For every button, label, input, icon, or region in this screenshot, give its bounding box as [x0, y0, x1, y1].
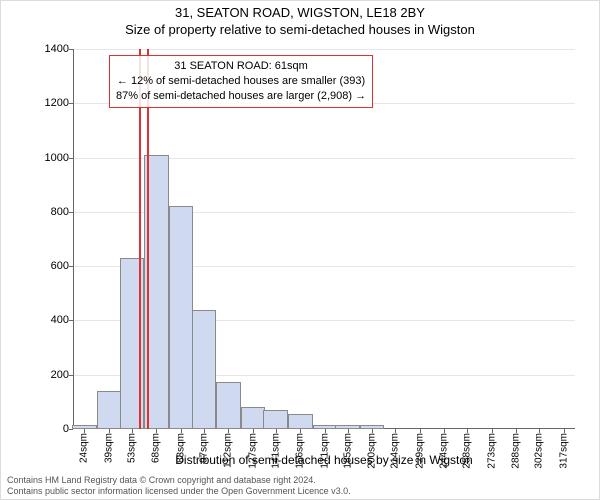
annotation-line1: 31 SEATON ROAD: 61sqm	[116, 59, 366, 74]
histogram-bar	[288, 414, 313, 429]
ytick-label: 1200	[29, 97, 69, 109]
ytick-label: 1400	[29, 43, 69, 55]
footer-attribution: Contains HM Land Registry data © Crown c…	[7, 475, 351, 498]
annotation-line3: 87% of semi-detached houses are larger (…	[116, 89, 366, 104]
y-axis-line	[73, 49, 74, 429]
histogram-bar	[192, 310, 217, 429]
ytick-label: 600	[29, 260, 69, 272]
chart-container: 31, SEATON ROAD, WIGSTON, LE18 2BY Size …	[0, 0, 600, 500]
x-axis-label: Distribution of semi-detached houses by …	[73, 453, 575, 467]
footer-line2: Contains public sector information licen…	[7, 486, 351, 497]
histogram-bar	[241, 407, 266, 429]
address-title: 31, SEATON ROAD, WIGSTON, LE18 2BY	[1, 5, 599, 20]
annotation-box: 31 SEATON ROAD: 61sqm← 12% of semi-detac…	[109, 55, 373, 108]
plot-area: 24sqm39sqm53sqm68sqm83sqm97sqm112sqm127s…	[73, 49, 575, 429]
histogram-bar	[97, 391, 122, 429]
ytick-label: 0	[29, 423, 69, 435]
ytick-label: 800	[29, 206, 69, 218]
histogram-bar	[169, 206, 194, 429]
ytick-label: 1000	[29, 152, 69, 164]
ytick-mark	[69, 429, 73, 430]
histogram-bar	[263, 410, 288, 429]
histogram-bar	[216, 382, 241, 430]
subtitle: Size of property relative to semi-detach…	[1, 22, 599, 37]
ytick-label: 400	[29, 314, 69, 326]
annotation-line2: ← 12% of semi-detached houses are smalle…	[116, 74, 366, 89]
footer-line1: Contains HM Land Registry data © Crown c…	[7, 475, 351, 486]
ytick-label: 200	[29, 369, 69, 381]
